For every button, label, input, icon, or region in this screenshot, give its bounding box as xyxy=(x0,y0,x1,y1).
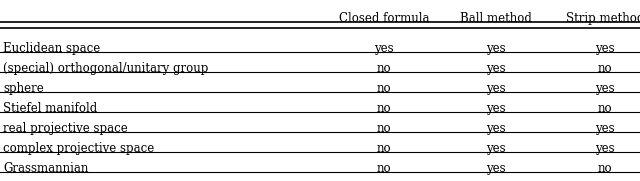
Text: Stiefel manifold: Stiefel manifold xyxy=(3,102,97,115)
Text: no: no xyxy=(377,122,391,135)
Text: yes: yes xyxy=(595,42,614,55)
Text: Euclidean space: Euclidean space xyxy=(3,42,100,55)
Text: no: no xyxy=(377,102,391,115)
Text: no: no xyxy=(377,162,391,175)
Text: Ball method: Ball method xyxy=(460,12,532,25)
Text: yes: yes xyxy=(486,122,506,135)
Text: (special) orthogonal/unitary group: (special) orthogonal/unitary group xyxy=(3,62,209,75)
Text: no: no xyxy=(598,162,612,175)
Text: Strip method: Strip method xyxy=(566,12,640,25)
Text: yes: yes xyxy=(486,142,506,155)
Text: complex projective space: complex projective space xyxy=(3,142,154,155)
Text: real projective space: real projective space xyxy=(3,122,128,135)
Text: no: no xyxy=(377,82,391,95)
Text: Closed formula: Closed formula xyxy=(339,12,429,25)
Text: sphere: sphere xyxy=(3,82,44,95)
Text: no: no xyxy=(598,62,612,75)
Text: no: no xyxy=(377,142,391,155)
Text: yes: yes xyxy=(486,62,506,75)
Text: Grassmannian: Grassmannian xyxy=(3,162,88,175)
Text: yes: yes xyxy=(486,102,506,115)
Text: yes: yes xyxy=(595,142,614,155)
Text: no: no xyxy=(598,102,612,115)
Text: yes: yes xyxy=(486,82,506,95)
Text: no: no xyxy=(377,62,391,75)
Text: yes: yes xyxy=(486,162,506,175)
Text: yes: yes xyxy=(374,42,394,55)
Text: yes: yes xyxy=(486,42,506,55)
Text: yes: yes xyxy=(595,122,614,135)
Text: yes: yes xyxy=(595,82,614,95)
